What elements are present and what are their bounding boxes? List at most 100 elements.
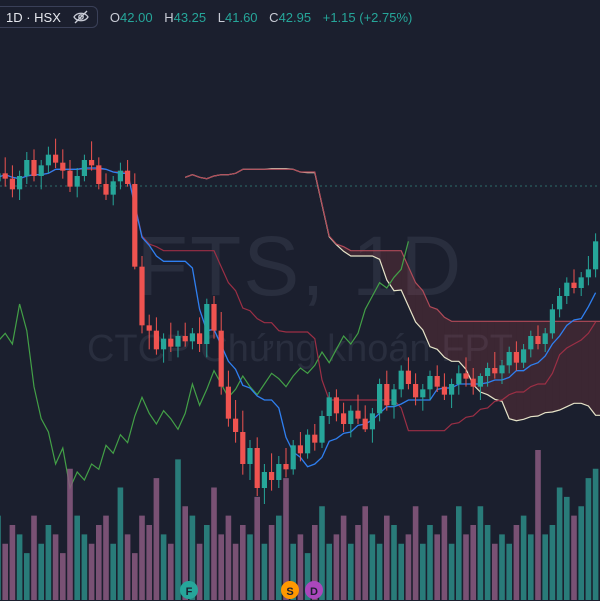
candle-body bbox=[110, 181, 116, 195]
candle-body bbox=[557, 296, 563, 310]
candle-body bbox=[153, 330, 159, 350]
volume-bar bbox=[124, 534, 131, 600]
volume-bar bbox=[175, 459, 181, 600]
candle-body bbox=[413, 384, 419, 398]
open-value: 42.00 bbox=[120, 9, 153, 25]
candle-body bbox=[139, 266, 145, 326]
volume-bar bbox=[556, 487, 563, 600]
candle-body bbox=[528, 336, 534, 350]
volume-bar bbox=[204, 525, 210, 600]
candle-body bbox=[211, 304, 217, 331]
volume-bar bbox=[60, 553, 66, 600]
volume-bar bbox=[528, 534, 534, 600]
eye-off-icon[interactable] bbox=[73, 9, 89, 25]
candle-body bbox=[233, 418, 239, 432]
volume-bar bbox=[0, 515, 1, 600]
candle-body bbox=[585, 269, 591, 278]
volume-bar bbox=[578, 506, 584, 600]
volume-bar bbox=[254, 496, 260, 600]
ichimoku-cloud-segment bbox=[365, 250, 373, 256]
candle-body bbox=[521, 349, 527, 363]
candle-body bbox=[506, 352, 512, 366]
candle-body bbox=[297, 445, 303, 454]
symbol-label: 1D · HSX bbox=[6, 9, 61, 25]
volume-bar bbox=[592, 468, 599, 600]
volume-bar bbox=[139, 515, 145, 600]
volume-bar bbox=[261, 543, 268, 600]
close-label: C bbox=[269, 9, 279, 25]
candle-body bbox=[53, 154, 59, 163]
ichimoku-cloud-segment bbox=[487, 321, 495, 400]
candle-body bbox=[276, 464, 282, 480]
volume-bar bbox=[247, 534, 253, 600]
volume-bar bbox=[420, 543, 426, 600]
volume-bar bbox=[240, 525, 246, 600]
volume-bar bbox=[38, 543, 44, 600]
candle-body bbox=[312, 434, 318, 443]
event-marker-split[interactable]: S bbox=[281, 581, 299, 599]
volume-bar bbox=[384, 515, 390, 600]
candle-body bbox=[492, 368, 498, 374]
volume-bar bbox=[564, 496, 570, 600]
ichimoku-cloud-segment bbox=[430, 306, 438, 350]
volume-bar bbox=[268, 525, 275, 600]
event-marker-financials[interactable]: F bbox=[180, 581, 198, 599]
candle-body bbox=[384, 384, 390, 406]
volume-bar bbox=[88, 543, 95, 600]
volume-bar bbox=[506, 543, 512, 600]
ichimoku-cloud-segment bbox=[394, 250, 402, 291]
ichimoku-cloud-segment bbox=[545, 321, 553, 413]
volume-bar bbox=[369, 534, 376, 600]
candle-body bbox=[189, 333, 195, 342]
candle-body bbox=[81, 160, 87, 176]
candle-body bbox=[355, 410, 361, 419]
volume-bar bbox=[355, 525, 361, 600]
marker-label-f: F bbox=[185, 586, 193, 598]
candle-body bbox=[89, 160, 95, 166]
candle-body bbox=[103, 184, 109, 195]
candle-body bbox=[593, 241, 599, 270]
chart-legend: 1D · HSX O42.00 H43.25 L41.60 C42.95 +1.… bbox=[0, 4, 412, 30]
volume-bar bbox=[52, 534, 59, 600]
ichimoku-cloud-segment bbox=[437, 309, 445, 358]
candle-body bbox=[197, 333, 203, 344]
volume-bar bbox=[182, 506, 188, 600]
candle-body bbox=[456, 373, 462, 384]
volume-bar bbox=[232, 543, 239, 600]
candle-body bbox=[96, 165, 102, 184]
volume-bar bbox=[340, 515, 347, 600]
candle-body bbox=[377, 384, 383, 414]
candle-body bbox=[549, 309, 555, 334]
ichimoku-cloud-segment bbox=[538, 321, 546, 416]
volume-bar bbox=[492, 543, 498, 600]
ichimoku-cloud-segment bbox=[458, 321, 466, 370]
volume-bar bbox=[549, 525, 556, 600]
volume-bar bbox=[434, 534, 440, 600]
ichimoku-cloud-segment bbox=[530, 321, 538, 417]
close-value: 42.95 bbox=[278, 9, 312, 25]
candle-body bbox=[485, 368, 491, 376]
volume-bar bbox=[2, 543, 8, 600]
ichimoku-cloud-segment bbox=[588, 321, 596, 416]
ichimoku-cloud-segment bbox=[408, 266, 416, 322]
candle-body bbox=[247, 448, 253, 464]
symbol-box[interactable]: 1D · HSX bbox=[0, 6, 98, 28]
ichimoku-cloud-segment bbox=[415, 282, 423, 330]
event-marker-dividend[interactable]: D bbox=[305, 581, 323, 599]
candle-body bbox=[283, 464, 289, 470]
volume-bar bbox=[520, 515, 527, 600]
low-label: L bbox=[217, 9, 225, 25]
candle-body bbox=[45, 154, 51, 166]
volume-bar bbox=[312, 525, 318, 600]
volume-bar bbox=[196, 543, 203, 600]
volume-bar bbox=[9, 525, 16, 600]
ichimoku-cloud-segment bbox=[581, 321, 589, 406]
volume-bar bbox=[427, 525, 433, 600]
volume-bar bbox=[16, 534, 23, 600]
ichimoku-cloud-segment bbox=[358, 250, 366, 256]
volume-bar bbox=[297, 534, 304, 600]
ichimoku-cloud-segment bbox=[379, 250, 387, 280]
candle-body bbox=[499, 365, 505, 374]
